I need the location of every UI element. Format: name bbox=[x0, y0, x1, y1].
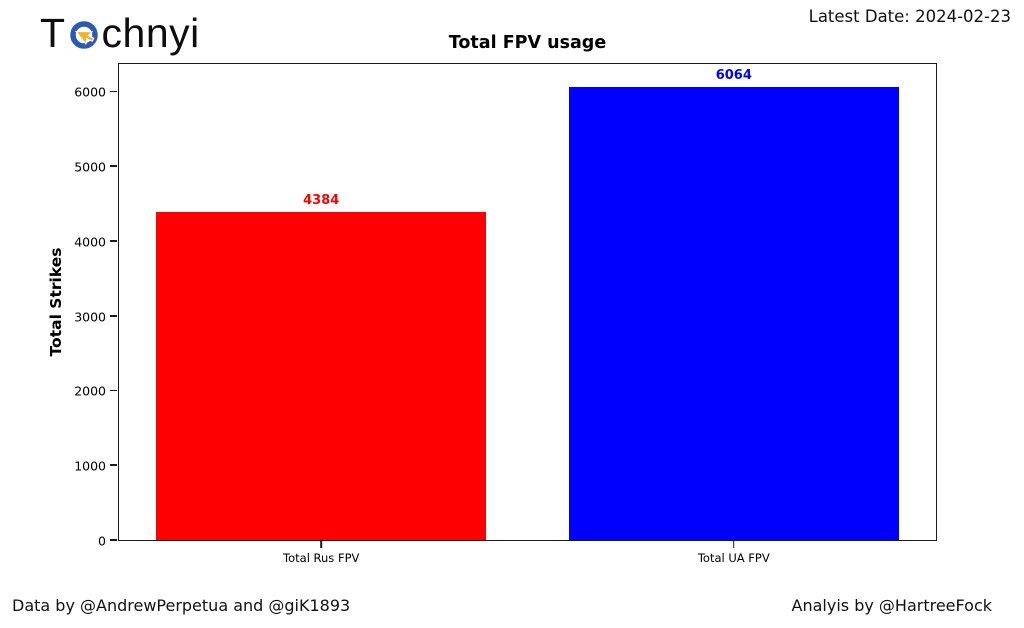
cursor-circle-icon bbox=[67, 20, 101, 54]
y-tick-mark bbox=[110, 314, 117, 317]
latest-date-label: Latest Date: 2024-02-23 bbox=[808, 7, 1011, 26]
x-tick-label: Total Rus FPV bbox=[283, 551, 360, 565]
bar-value-label: 6064 bbox=[715, 67, 752, 83]
y-tick-label: 1000 bbox=[74, 458, 106, 474]
bar bbox=[568, 86, 899, 540]
x-tick-mark bbox=[732, 541, 735, 548]
plot-area: 0 1000 2000 3000 4000 5000 6000 4384 Total Rus F… bbox=[74, 63, 937, 565]
x-tick-mark bbox=[320, 541, 322, 548]
y-tick-label: 3000 bbox=[74, 309, 106, 325]
data-credit: Data by @AndrewPerpetua and @giK1893 bbox=[12, 596, 351, 615]
logo: T chnyi bbox=[40, 10, 200, 57]
analysis-credit: Analyis by @HartreeFock bbox=[791, 596, 992, 615]
y-tick-label: 4000 bbox=[74, 234, 106, 250]
y-tick-label: 5000 bbox=[74, 159, 106, 175]
y-tick-mark bbox=[110, 240, 117, 242]
logo-text-prefix: T bbox=[40, 10, 66, 56]
y-tick-mark bbox=[110, 90, 117, 93]
bar bbox=[156, 212, 487, 540]
y-tick-mark bbox=[110, 165, 117, 167]
y-axis-label: Total Strikes bbox=[47, 247, 65, 357]
y-tick-mark bbox=[110, 539, 117, 541]
y-tick-mark bbox=[110, 389, 117, 392]
y-tick-label: 6000 bbox=[74, 84, 106, 100]
chart-title: Total FPV usage bbox=[448, 33, 607, 53]
y-tick-label: 0 bbox=[98, 533, 106, 549]
y-tick-label: 2000 bbox=[74, 383, 106, 399]
x-tick-label: Total UA FPV bbox=[697, 551, 770, 565]
logo-text-suffix: chnyi bbox=[101, 10, 200, 56]
bar-value-label: 4384 bbox=[303, 193, 340, 209]
y-tick-mark bbox=[110, 464, 117, 467]
